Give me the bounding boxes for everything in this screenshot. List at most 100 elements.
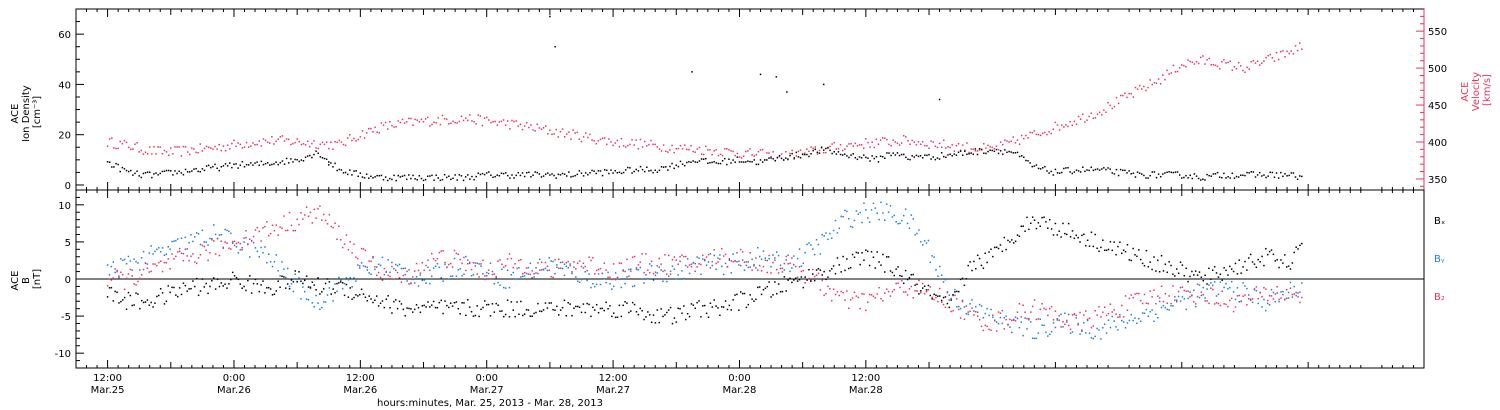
bx-point bbox=[213, 277, 215, 279]
bz-point bbox=[1035, 318, 1038, 321]
density-point bbox=[391, 178, 393, 181]
bz-point bbox=[1225, 303, 1227, 306]
bx-point bbox=[112, 300, 115, 302]
velocity-point bbox=[203, 147, 206, 150]
bx-point bbox=[1194, 270, 1197, 272]
by-point bbox=[571, 272, 573, 275]
by-point bbox=[885, 203, 888, 205]
by-point bbox=[747, 261, 750, 263]
velocity-point bbox=[1006, 140, 1008, 142]
velocity-point bbox=[669, 149, 671, 151]
velocity-point bbox=[422, 120, 425, 123]
by-point bbox=[724, 262, 727, 265]
density-point bbox=[576, 173, 579, 176]
density-point bbox=[281, 160, 284, 162]
by-point bbox=[658, 266, 660, 268]
by-point bbox=[207, 244, 209, 246]
velocity-point bbox=[386, 128, 389, 130]
bz-point bbox=[1232, 310, 1235, 313]
velocity-point bbox=[197, 152, 199, 154]
bz-point bbox=[438, 251, 441, 254]
velocity-point bbox=[357, 138, 359, 141]
velocity-point bbox=[580, 140, 583, 143]
bz-point bbox=[317, 208, 319, 210]
bx-point bbox=[1033, 219, 1036, 221]
by-point bbox=[946, 291, 949, 293]
bx-point bbox=[599, 307, 602, 310]
bx-point bbox=[1026, 216, 1028, 219]
velocity-point bbox=[591, 139, 593, 141]
bx-point bbox=[556, 305, 558, 308]
bx-point bbox=[576, 305, 579, 308]
by-point bbox=[762, 250, 765, 252]
bz-point bbox=[1168, 295, 1170, 297]
by-point bbox=[417, 285, 420, 287]
bx-point bbox=[110, 286, 113, 289]
by-point bbox=[1155, 313, 1157, 316]
velocity-point bbox=[1147, 86, 1149, 89]
density-point bbox=[894, 154, 897, 156]
date-tick-label: Mar.25 bbox=[91, 385, 125, 396]
by-point bbox=[1246, 287, 1248, 290]
velocity-point bbox=[528, 126, 530, 129]
density-point bbox=[584, 172, 587, 174]
density-point bbox=[188, 171, 191, 173]
density-point bbox=[132, 174, 134, 176]
density-point bbox=[1107, 167, 1109, 169]
bx-point bbox=[813, 279, 816, 282]
density-point bbox=[161, 170, 164, 173]
by-point bbox=[1094, 335, 1096, 338]
density-point bbox=[148, 171, 151, 173]
density-point bbox=[639, 165, 642, 168]
by-point bbox=[980, 305, 983, 307]
density-point bbox=[1202, 178, 1204, 180]
bz-point bbox=[1253, 288, 1256, 290]
by-point bbox=[992, 316, 994, 318]
bz-point bbox=[1276, 286, 1278, 288]
by-point bbox=[1111, 315, 1114, 318]
bx-point bbox=[495, 302, 497, 305]
bz-point bbox=[654, 271, 657, 273]
by-point bbox=[1160, 306, 1163, 309]
density-point bbox=[877, 161, 880, 163]
velocity-point bbox=[549, 129, 551, 131]
density-point bbox=[675, 164, 678, 167]
bz-point bbox=[857, 296, 860, 299]
bx-point bbox=[868, 264, 871, 267]
bz-point bbox=[402, 274, 405, 277]
bz-point bbox=[743, 261, 746, 263]
velocity-point bbox=[1212, 63, 1215, 66]
density-point bbox=[250, 162, 252, 164]
velocity-point bbox=[233, 139, 235, 142]
bz-point bbox=[1011, 319, 1013, 322]
by-point bbox=[264, 246, 266, 248]
density-point bbox=[732, 159, 734, 161]
bz-point bbox=[730, 260, 732, 262]
density-point bbox=[361, 176, 364, 178]
by-point bbox=[1138, 317, 1140, 320]
density-point bbox=[1018, 155, 1021, 158]
bz-point bbox=[184, 248, 187, 251]
by-point bbox=[722, 273, 725, 276]
bx-point bbox=[1083, 233, 1085, 236]
b-tick-label: 5 bbox=[65, 238, 71, 249]
density-point bbox=[650, 169, 652, 172]
by-point bbox=[1187, 297, 1189, 300]
density-point bbox=[178, 170, 180, 173]
bx-point bbox=[446, 304, 448, 307]
bx-point bbox=[275, 290, 278, 292]
density-point bbox=[782, 159, 785, 161]
by-point bbox=[882, 212, 884, 214]
velocity-point bbox=[1084, 121, 1086, 123]
density-point bbox=[473, 178, 475, 181]
by-point bbox=[925, 242, 928, 244]
velocity-point bbox=[734, 154, 737, 157]
density-point bbox=[618, 171, 621, 174]
bx-point bbox=[305, 275, 308, 277]
by-point bbox=[381, 256, 384, 259]
bx-point bbox=[546, 307, 549, 309]
by-point bbox=[893, 214, 896, 217]
bx-point bbox=[518, 313, 520, 316]
bz-point bbox=[432, 258, 435, 260]
velocity-point bbox=[1199, 56, 1202, 59]
